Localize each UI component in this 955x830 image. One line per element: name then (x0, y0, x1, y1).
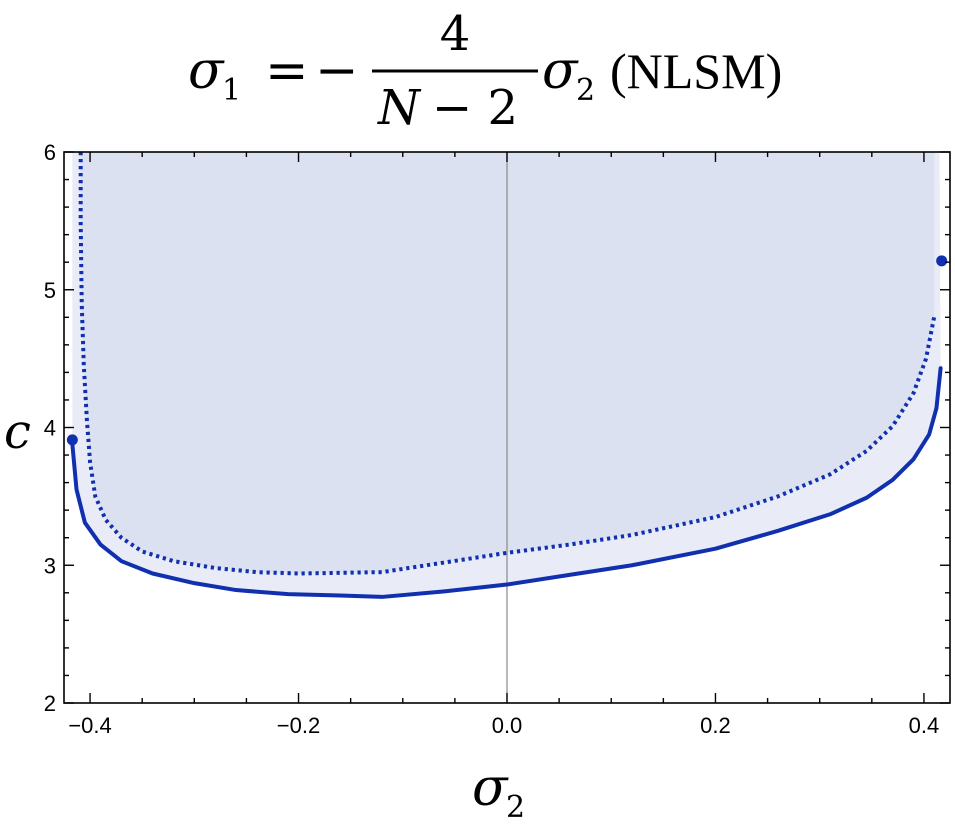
ticks-layer (64, 151, 950, 704)
x-tick-label: 0.0 (492, 713, 523, 738)
title-numerator: 4 (440, 6, 471, 62)
title-lhs-symbol: σ (188, 41, 225, 101)
title-denominator-rest: − 2 (432, 80, 518, 136)
title-minus: − (315, 41, 359, 101)
x-axis-label-symbol: σ (472, 758, 509, 818)
y-tick-label: 6 (44, 140, 56, 165)
y-tick-label: 4 (44, 416, 56, 441)
title-lhs-subscript: 1 (222, 73, 241, 108)
title-denominator-var: N (377, 80, 422, 136)
tick-labels-layer: −0.4 −0.2 0.0 0.2 0.4 2 3 4 5 6 (44, 140, 939, 738)
x-tick-label: −0.2 (277, 713, 320, 738)
data-point-2 (936, 255, 948, 267)
series-layer (70, 152, 943, 599)
title-suffix: (NLSM) (610, 43, 782, 99)
title-equals: = (265, 41, 309, 101)
y-tick-label: 2 (44, 691, 56, 716)
title-rhs-symbol: σ (542, 41, 579, 101)
y-axis-label: c (4, 404, 31, 460)
series-line-dotted (78, 152, 937, 576)
points-layer (66, 255, 948, 446)
title-rhs-subscript: 2 (576, 73, 595, 108)
x-tick-label: −0.4 (68, 713, 111, 738)
data-point-1 (66, 434, 78, 446)
x-tick-label: 0.2 (700, 713, 731, 738)
x-axis-label: σ 2 (472, 758, 525, 825)
x-tick-label: 0.4 (909, 713, 940, 738)
y-tick-label: 5 (44, 278, 56, 303)
y-tick-label: 3 (44, 553, 56, 578)
chart-title: σ 1 = − 4 N − 2 σ 2 (NLSM) (188, 6, 782, 136)
series-line-solid (70, 366, 943, 599)
x-axis-label-subscript: 2 (506, 790, 525, 825)
